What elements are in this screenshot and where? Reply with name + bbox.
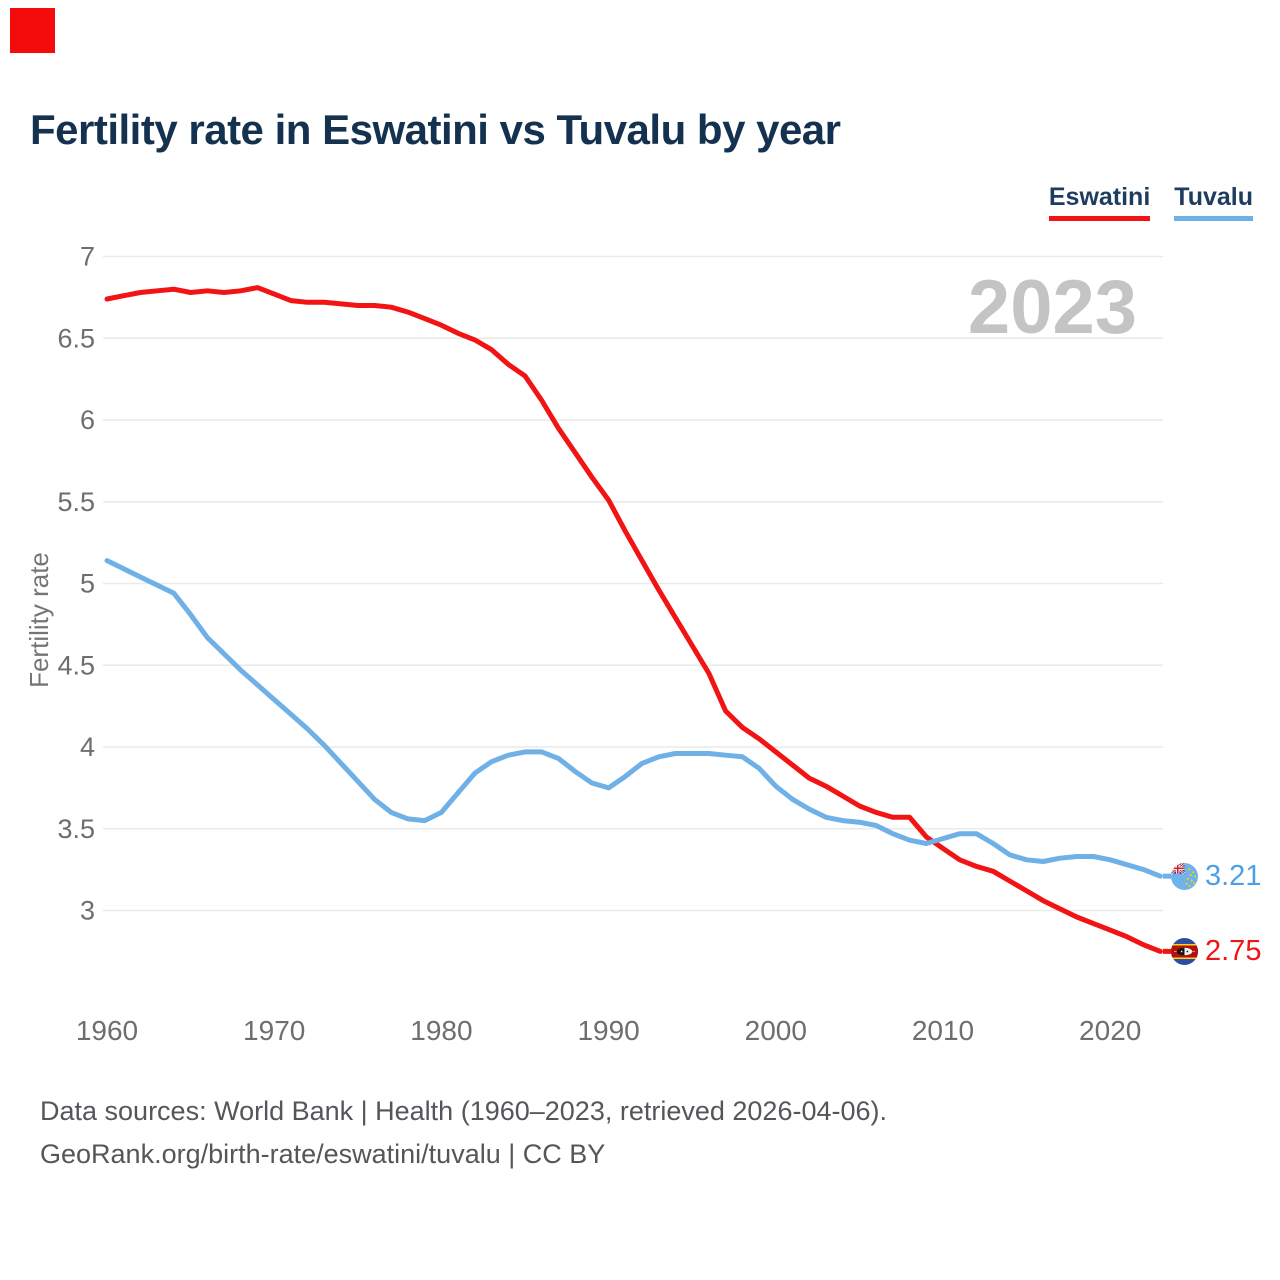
y-tick-label: 3.5 (57, 814, 95, 844)
footer-link-line: GeoRank.org/birth-rate/eswatini/tuvalu |… (40, 1139, 606, 1169)
chart-title: Fertility rate in Eswatini vs Tuvalu by … (30, 106, 841, 153)
legend-item-tuvalu[interactable]: Tuvalu (1174, 183, 1253, 221)
x-tick-label: 1960 (76, 1015, 138, 1046)
y-tick-label: 5.5 (57, 487, 95, 517)
x-tick-label: 1970 (243, 1015, 305, 1046)
eswatini-flag-icon (1171, 937, 1198, 965)
y-tick-label: 7 (80, 242, 95, 272)
end-value-tuvalu: 3.21 (1205, 859, 1262, 892)
y-tick-label: 4 (80, 732, 95, 762)
y-tick-label: 6 (80, 405, 95, 435)
legend-color-bar-tuvalu (1174, 216, 1253, 221)
y-tick-label: 3 (80, 896, 95, 926)
end-label-eswatini: 2.75 (1171, 934, 1262, 967)
legend-label-tuvalu: Tuvalu (1174, 183, 1253, 211)
end-label-tuvalu: 3.21 (1171, 859, 1262, 892)
year-watermark: 2023 (967, 265, 1137, 350)
x-tick-label: 1990 (577, 1015, 639, 1046)
brand-logo-mark (10, 8, 55, 53)
y-tick-label: 6.5 (57, 323, 95, 353)
legend-item-eswatini[interactable]: Eswatini (1048, 183, 1151, 221)
y-axis-title: Fertility rate (24, 552, 54, 688)
y-tick-label: 5 (80, 569, 95, 599)
footer-sources-line: Data sources: World Bank | Health (1960–… (40, 1096, 887, 1126)
x-tick-label: 2020 (1079, 1015, 1141, 1046)
footer: Data sources: World Bank | Health (1960–… (40, 1090, 887, 1176)
legend-label-eswatini: Eswatini (1048, 183, 1151, 211)
x-tick-label: 2010 (912, 1015, 974, 1046)
tuvalu-flag-icon (1171, 862, 1198, 890)
legend-color-bar-eswatini (1048, 216, 1151, 221)
series-line-tuvalu[interactable] (104, 558, 1163, 879)
series-line-eswatini[interactable] (104, 285, 1163, 954)
x-tick-label: 2000 (745, 1015, 807, 1046)
end-value-eswatini: 2.75 (1205, 934, 1262, 967)
x-tick-label: 1980 (410, 1015, 472, 1046)
y-tick-label: 4.5 (57, 650, 95, 680)
legend: Eswatini Tuvalu (1048, 183, 1253, 221)
